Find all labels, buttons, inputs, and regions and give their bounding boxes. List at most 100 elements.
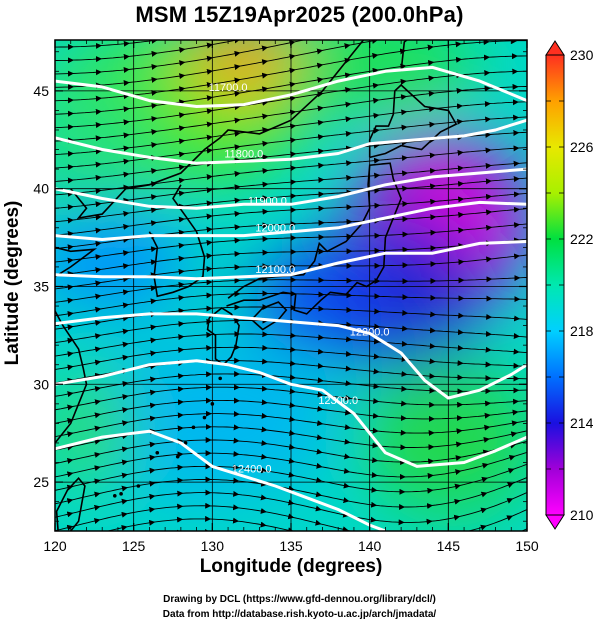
coastline [251,301,288,331]
stream-arrow [150,337,157,344]
contour-label: 11900.0 [248,195,287,207]
x-tick-label: 120 [43,538,67,554]
stream-arrow [95,533,99,534]
stream-arrow [482,544,486,545]
stream-arrow [178,99,186,106]
stream-arrow [288,485,295,492]
stream-arrow [511,420,519,427]
stream-arrow [290,0,294,1]
stream-arrow [206,68,213,75]
island [175,454,180,459]
grid-lines [55,40,527,531]
stream-arrow [263,20,267,21]
stream-arrow [151,115,158,122]
stream-arrow [66,471,74,478]
contour-label: 12100.0 [255,264,295,276]
stream-arrow [343,497,350,504]
stream-arrow [315,477,323,484]
streamline [45,0,538,20]
stream-arrow [508,535,512,536]
stream-arrow [122,236,130,243]
stream-arrow [121,472,129,479]
stream-arrow [94,386,102,392]
stream-arrow [121,498,128,505]
coastline [368,83,458,159]
stream-arrow [316,448,323,455]
stream-arrow [261,59,269,66]
stream-arrow [481,476,488,483]
stream-arrow [317,77,324,83]
stream-arrow [455,533,459,534]
stream-arrow [506,498,514,504]
stream-arrow [122,315,129,322]
x-axis-label: Longitude (degrees) [199,556,383,577]
stream-arrow [507,468,515,474]
coastline [148,184,206,298]
stream-arrow [234,117,241,124]
stream-arrow [149,493,156,500]
stream-arrow [372,52,379,59]
stream-arrow [178,112,186,119]
stream-arrow [151,168,158,175]
stream-arrow [95,267,102,274]
stream-arrow [153,27,157,28]
stream-arrow [316,48,324,55]
stream-arrow [121,511,128,518]
stream-arrow [372,10,376,11]
stream-arrow [343,544,347,545]
x-tick-label: 125 [122,538,146,554]
stream-arrow [370,516,377,523]
stream-arrow [66,457,74,464]
stream-arrow [480,507,488,514]
stream-arrow [400,20,404,21]
stream-arrow [95,253,102,260]
stream-arrow [121,485,128,492]
stream-arrow [206,42,213,49]
coastline [55,246,98,444]
stream-arrow [95,293,102,300]
stream-arrow [455,455,462,461]
height-contour [55,65,527,108]
stream-arrow [67,324,74,331]
stream-arrow [68,540,72,541]
stream-arrow [206,134,213,141]
stream-arrow [94,438,101,445]
stream-arrow [261,45,269,52]
stream-arrow [67,311,74,317]
stream-arrow [260,521,267,528]
stream-arrow [95,546,99,547]
stream-arrow [150,246,158,253]
y-tick-label: 45 [33,83,49,99]
stream-arrow [534,505,538,507]
stream-arrow [122,250,130,257]
stream-arrow [289,109,297,116]
stream-arrow [150,207,158,214]
stream-arrow [208,31,212,32]
stream-arrow [289,81,296,88]
stream-arrow [261,99,269,106]
stream-arrow [122,354,129,361]
stream-arrow [234,77,241,84]
stream-arrow [150,220,158,227]
stream-arrow [343,468,351,474]
stream-arrow [94,372,102,379]
stream-arrow [122,276,130,283]
stream-arrow [484,424,491,431]
stream-arrow [234,50,241,57]
stream-arrow [122,302,130,309]
stream-arrow [66,511,74,518]
stream-arrow [149,467,156,474]
x-tick-label: 140 [358,538,382,554]
stream-arrow [151,63,158,70]
stream-arrow [453,514,461,521]
stream-arrow [314,519,322,526]
stream-arrow [454,498,461,505]
stream-arrow [260,494,267,501]
stream-arrow [178,86,186,93]
stream-arrow [428,1,432,2]
stream-arrow [262,113,269,120]
stream-arrow [123,197,130,204]
stream-arrow [263,34,267,35]
stream-arrow [454,483,461,490]
stream-arrow [122,341,129,348]
